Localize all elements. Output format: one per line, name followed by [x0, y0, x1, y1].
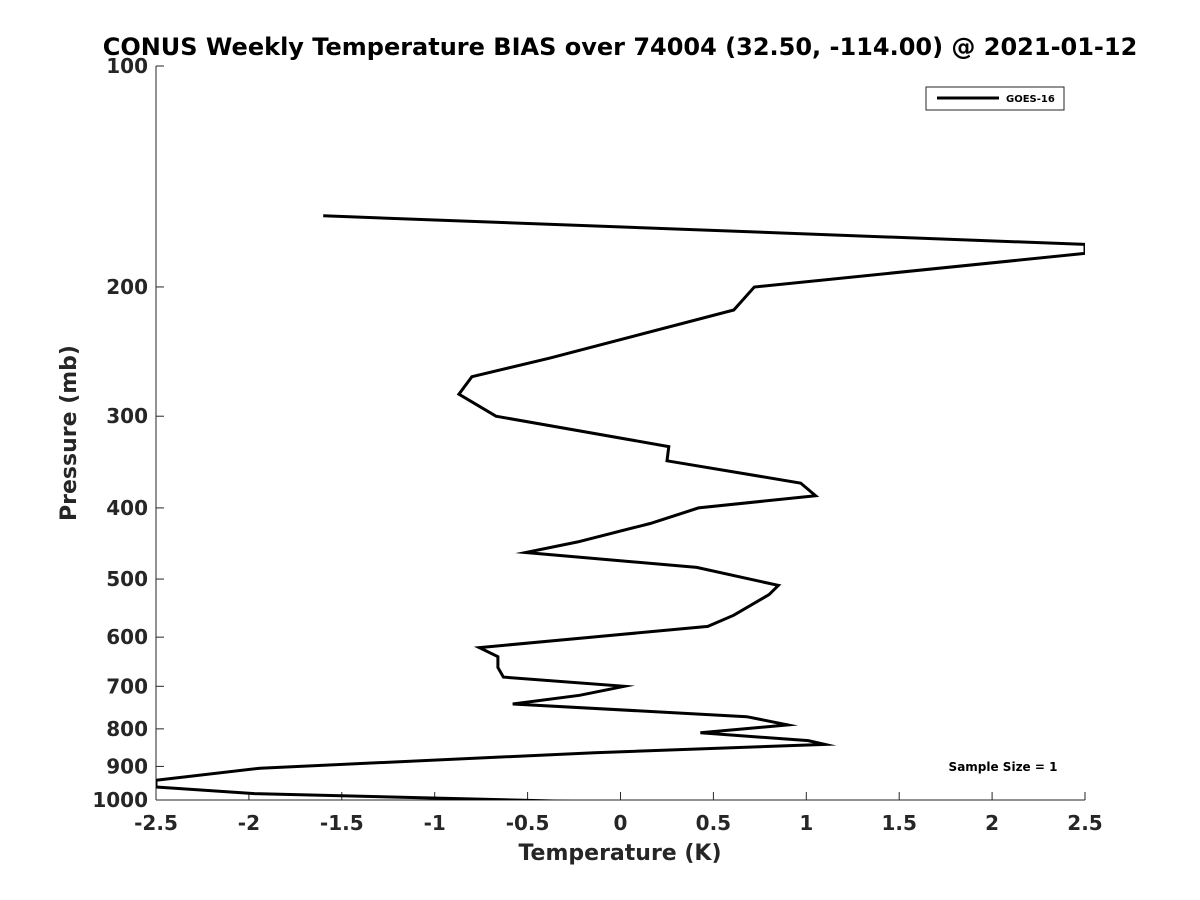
x-tick-label: -1.5 — [320, 811, 364, 835]
series-group — [156, 214, 1085, 800]
y-tick-label: 1000 — [92, 788, 148, 812]
y-tick-label: 100 — [106, 54, 148, 78]
x-ticks: -2.5 -2 -1.5 -1 -0.5 0 0.5 1 1.5 2 2.5 — [134, 792, 1103, 835]
x-tick-label: -2.5 — [134, 811, 178, 835]
x-tick-label: -2 — [238, 811, 260, 835]
x-tick-label: 2 — [985, 811, 999, 835]
x-tick-label: 0.5 — [696, 811, 731, 835]
x-tick-label: 1 — [799, 811, 813, 835]
x-tick-label: 1.5 — [881, 811, 916, 835]
y-tick-label: 900 — [106, 754, 148, 778]
sample-size-annotation: Sample Size = 1 — [949, 760, 1058, 774]
axes — [155, 66, 1085, 801]
y-tick-label: 200 — [106, 275, 148, 299]
x-tick-label: -0.5 — [506, 811, 550, 835]
legend: GOES-16 — [925, 86, 1065, 111]
x-tick-label: 0 — [614, 811, 628, 835]
x-tick-label: 2.5 — [1067, 811, 1102, 835]
y-ticks: 100 200 300 400 500 600 700 800 900 1000 — [92, 54, 164, 812]
y-tick-label: 400 — [106, 496, 148, 520]
x-tick-label: -1 — [424, 811, 446, 835]
y-axis-label: Pressure (mb) — [57, 345, 82, 521]
chart-title: CONUS Weekly Temperature BIAS over 74004… — [103, 33, 1138, 61]
y-tick-label: 800 — [106, 717, 148, 741]
x-axis-label: Temperature (K) — [518, 841, 721, 866]
y-tick-label: 500 — [106, 567, 148, 591]
y-tick-label: 600 — [106, 625, 148, 649]
legend-label: GOES-16 — [1006, 94, 1055, 105]
y-tick-label: 300 — [106, 404, 148, 428]
y-tick-label: 700 — [106, 674, 148, 698]
series-line-goes-16 — [156, 214, 1085, 800]
